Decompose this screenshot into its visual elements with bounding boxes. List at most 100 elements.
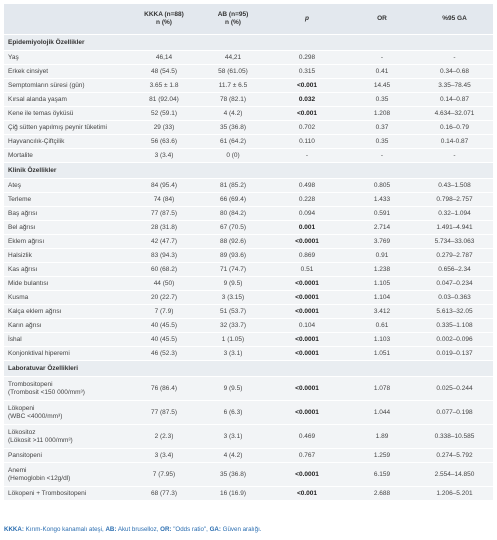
header-text: %95 GA — [442, 15, 467, 22]
cell: - — [348, 50, 416, 65]
data-row: Kusma 20 (22.7) 3 (3.15) <0.0001 1.104 0.03–0… — [4, 290, 493, 305]
data-row: İshal 40 (45.5) 1 (1.05) <0.0001 1.103 0.002–… — [4, 332, 493, 347]
table-body: Epidemiyolojik Özellikler Yaş 46,14 44,21 0.… — [4, 34, 493, 501]
cell: 1.433 — [348, 192, 416, 207]
data-row: Terleme 74 (84) 66 (69.4) 0.228 1.433 0.798–2… — [4, 192, 493, 207]
footnote: KKKA: Kırım-Kongo kanamalı ateşi, AB: Ak… — [4, 526, 262, 533]
header-text: OR — [377, 15, 387, 22]
data-row: Bel ağrısı 28 (31.8) 67 (70.5) 0.001 2.714 1.… — [4, 220, 493, 235]
label-text: Mide bulantısı — [8, 279, 49, 287]
footnote-part: Akut bruselloz, — [116, 526, 161, 533]
row-label: Terleme — [4, 192, 128, 207]
cell: 2.554–14.850 — [416, 462, 493, 487]
cell: 9 (9.5) — [200, 376, 266, 401]
header-text: p — [305, 15, 309, 22]
header-cell: KKKA (n=88) n (%) — [128, 4, 200, 35]
cell: 58 (61.05) — [200, 64, 266, 79]
label-text: İshal — [8, 335, 22, 343]
cell: 68 (77.3) — [128, 486, 200, 501]
data-row: Yaş 46,14 44,21 0.298- - — [4, 50, 493, 65]
row-label: Eklem ağrısı — [4, 234, 128, 249]
cell: - — [266, 148, 348, 163]
cell: 1.259 — [348, 448, 416, 463]
cell: 56 (63.6) — [128, 134, 200, 149]
cell: 3.769 — [348, 234, 416, 249]
cell: 0.019–0.137 — [416, 346, 493, 361]
cell: 11.7 ± 6.5 — [200, 78, 266, 93]
label-text: Bel ağrısı — [8, 223, 36, 231]
cell: 44,21 — [200, 50, 266, 65]
cell: 2.714 — [348, 220, 416, 235]
data-row: Baş ağrısı 77 (87.5) 80 (84.2) 0.094 0.591 0.… — [4, 206, 493, 221]
label-text: Kene ile temas öyküsü — [8, 109, 74, 117]
cell: 3 (3.15) — [200, 290, 266, 305]
cell: 84 (95.4) — [128, 178, 200, 193]
cell: 1.238 — [348, 262, 416, 277]
cell: - — [416, 148, 493, 163]
cell: 0.002–0.096 — [416, 332, 493, 347]
data-row: Kas ağrısı 60 (68.2) 71 (74.7) 0.51 1.238 0.6… — [4, 262, 493, 277]
row-label: Kusma — [4, 290, 128, 305]
data-row: Karın ağrısı 40 (45.5) 32 (33.7) 0.104 0.61 0… — [4, 318, 493, 333]
header-text: n (%) — [225, 19, 241, 26]
data-row: Anemi (Hemoglobin <12g/dl) 7 (7.95) 35 (36.… — [4, 462, 493, 487]
footnote-part: AB: — [105, 526, 117, 533]
footnote-part: Güven aralığı. — [220, 526, 262, 533]
row-label: Lökopeni + Trombositopeni — [4, 486, 128, 501]
cell: 5.613–32.05 — [416, 304, 493, 319]
header-cell: %95 GA — [416, 4, 493, 35]
data-row: Lökopeni + Trombositopeni 68 (77.3) 16 (16… — [4, 486, 493, 501]
cell: 7 (7.9) — [128, 304, 200, 319]
cell: 0.798–2.757 — [416, 192, 493, 207]
section-row: Klinik Özellikler — [4, 162, 493, 179]
cell: <0.0001 — [266, 332, 348, 347]
cell: 0.14–0.87 — [416, 92, 493, 107]
cell: 46 (52.3) — [128, 346, 200, 361]
data-row: Kırsal alanda yaşam 81 (92.04) 78 (82.1) 0.… — [4, 92, 493, 107]
row-label: Kas ağrısı — [4, 262, 128, 277]
label-text: Karın ağrısı — [8, 321, 42, 329]
cell: <0.0001 — [266, 346, 348, 361]
row-label: Lökositoz (Lökosit >11 000/mm³) — [4, 424, 128, 449]
label-text: Çiğ sütten yapılmış peynir tüketimi — [8, 123, 107, 131]
label-text: Anemi — [8, 466, 27, 474]
cell: 0.498 — [266, 178, 348, 193]
cell: 0.335–1.108 — [416, 318, 493, 333]
label-text: Kırsal alanda yaşam — [8, 95, 67, 103]
cell: 1.051 — [348, 346, 416, 361]
cell: 88 (92.6) — [200, 234, 266, 249]
cell: <0.0001 — [266, 276, 348, 291]
label-text: Kalça eklem ağrısı — [8, 307, 62, 315]
cell: 67 (70.5) — [200, 220, 266, 235]
data-row: Kalça eklem ağrısı 7 (7.9) 51 (53.7) <0.000… — [4, 304, 493, 319]
cell: 0.338–10.585 — [416, 424, 493, 449]
cell: 2.688 — [348, 486, 416, 501]
cell: <0.001 — [266, 486, 348, 501]
cell: 1.206–5.201 — [416, 486, 493, 501]
row-label: Bel ağrısı — [4, 220, 128, 235]
cell: 0.35 — [348, 134, 416, 149]
cell: 0.43–1.508 — [416, 178, 493, 193]
cell: 3.35–78.45 — [416, 78, 493, 93]
cell: <0.0001 — [266, 234, 348, 249]
cell: 1 (1.05) — [200, 332, 266, 347]
cell: 0.469 — [266, 424, 348, 449]
cell: 83 (94.3) — [128, 248, 200, 263]
cell: 60 (68.2) — [128, 262, 200, 277]
section-row: Laboratuvar Özellikleri — [4, 360, 493, 377]
cell: 46,14 — [128, 50, 200, 65]
cell: 0.032 — [266, 92, 348, 107]
cell: 1.89 — [348, 424, 416, 449]
row-label: Trombositopeni (Trombosit <150 000/mm³) — [4, 376, 128, 401]
cell: 1.078 — [348, 376, 416, 401]
data-row: Hayvancılık-Çiftçilik 56 (63.6) 61 (64.2) 0… — [4, 134, 493, 149]
cell: 4.634–32.071 — [416, 106, 493, 121]
cell: 6 (6.3) — [200, 400, 266, 425]
cell: 66 (69.4) — [200, 192, 266, 207]
cell: 0.37 — [348, 120, 416, 135]
header-text: KKKA (n=88) — [144, 11, 184, 18]
cell: 0.14-0.87 — [416, 134, 493, 149]
data-row: Erkek cinsiyet 48 (54.5) 58 (61.05) 0.315 0.… — [4, 64, 493, 79]
cell: 3.412 — [348, 304, 416, 319]
